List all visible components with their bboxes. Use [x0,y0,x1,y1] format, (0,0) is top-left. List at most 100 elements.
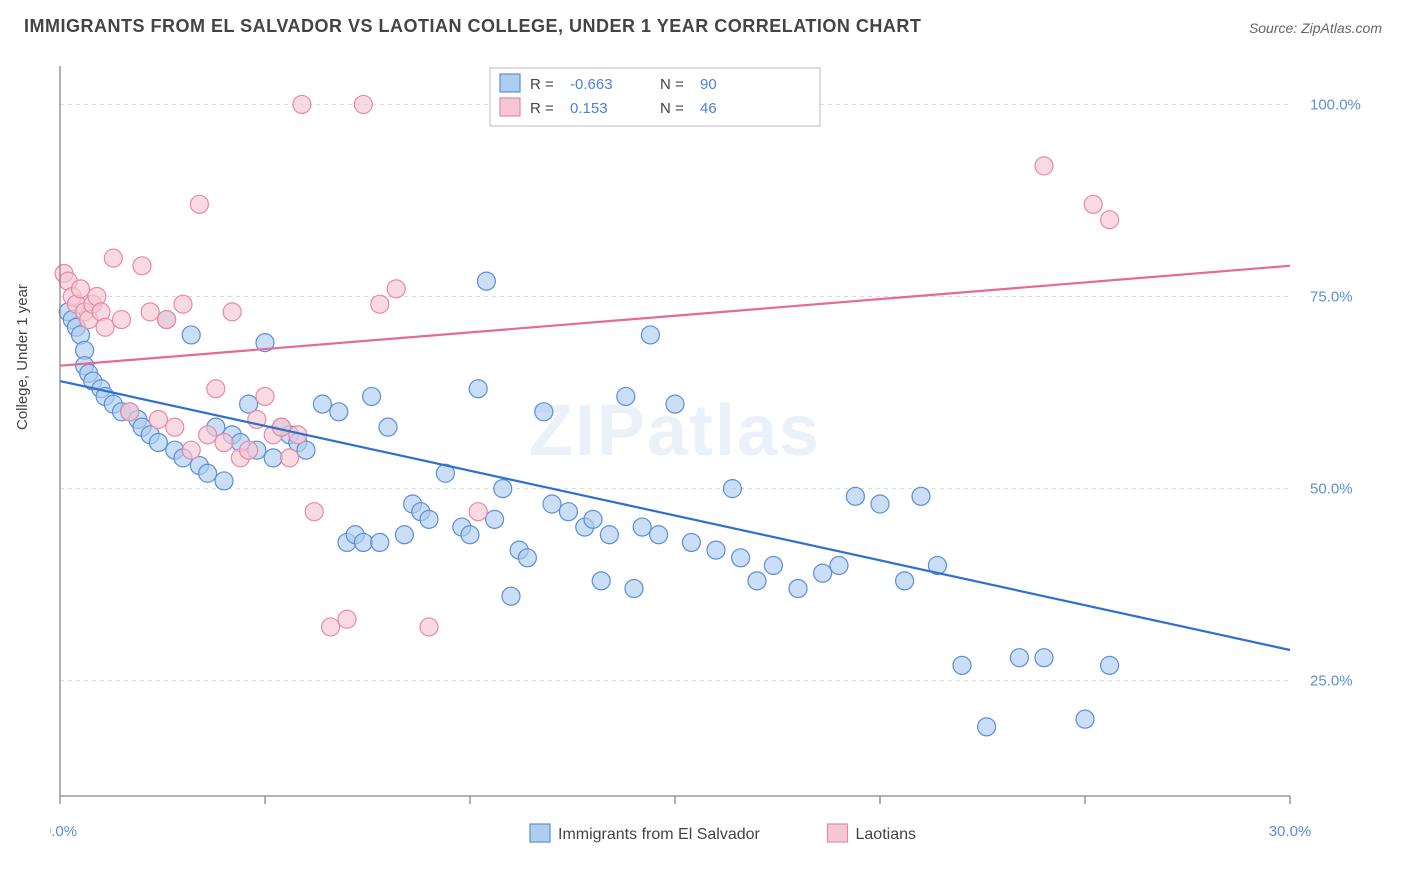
data-point [1101,656,1119,674]
legend-r-label: R = [530,100,554,117]
data-point [1010,649,1028,667]
data-point [559,503,577,521]
legend-bottom-swatch [828,824,848,842]
data-point [149,410,167,428]
data-point [535,403,553,421]
legend-bottom-label: Laotians [856,826,917,843]
data-point [584,510,602,528]
data-point [764,556,782,574]
data-point [641,326,659,344]
data-point [846,487,864,505]
data-point [354,95,372,113]
data-point [1035,157,1053,175]
legend-bottom-label: Immigrants from El Salvador [558,826,761,843]
source-name: ZipAtlas.com [1301,20,1382,36]
data-point [469,380,487,398]
data-point [420,510,438,528]
data-point [113,311,131,329]
data-point [666,395,684,413]
data-point [215,472,233,490]
data-point [313,395,331,413]
data-point [477,272,495,290]
legend-swatch [500,98,520,116]
data-point [543,495,561,513]
data-point [104,249,122,267]
data-point [371,533,389,551]
data-point [912,487,930,505]
data-point [354,533,372,551]
data-point [149,434,167,452]
data-point [363,387,381,405]
data-point [141,303,159,321]
data-point [1084,195,1102,213]
y-tick-label: 75.0% [1310,289,1353,306]
data-point [494,480,512,498]
data-point [182,441,200,459]
chart-area: 25.0%50.0%75.0%100.0%ZIPatlas0.0%30.0%R … [50,56,1370,846]
regression-line [60,266,1290,366]
data-point [486,510,504,528]
data-point [190,195,208,213]
data-point [379,418,397,436]
x-tick-label: 0.0% [50,823,77,840]
data-point [199,464,217,482]
y-tick-label: 100.0% [1310,96,1361,113]
data-point [322,618,340,636]
data-point [1101,211,1119,229]
y-tick-label: 25.0% [1310,673,1353,690]
scatter-chart-svg: 25.0%50.0%75.0%100.0%ZIPatlas0.0%30.0%R … [50,56,1370,846]
data-point [871,495,889,513]
data-point [707,541,725,559]
data-point [625,580,643,598]
data-point [502,587,520,605]
legend-swatch [500,74,520,92]
y-axis-label: College, Under 1 year [14,284,31,430]
data-point [158,311,176,329]
data-point [1035,649,1053,667]
data-point [592,572,610,590]
legend-r-label: R = [530,76,554,93]
data-point [814,564,832,582]
data-point [215,434,233,452]
data-point [978,718,996,736]
data-point [264,449,282,467]
data-point [256,387,274,405]
data-point [469,503,487,521]
data-point [121,403,139,421]
data-point [617,387,635,405]
data-point [461,526,479,544]
legend-n-label: N = [660,76,684,93]
data-point [223,303,241,321]
data-point [732,549,750,567]
legend-bottom-swatch [530,824,550,842]
data-point [96,318,114,336]
data-point [281,449,299,467]
data-point [330,403,348,421]
data-point [395,526,413,544]
source-label: Source: [1249,20,1297,36]
data-point [600,526,618,544]
data-point [293,95,311,113]
data-point [896,572,914,590]
data-point [953,656,971,674]
data-point [650,526,668,544]
data-point [748,572,766,590]
legend-n-value: 46 [700,100,717,117]
data-point [133,257,151,275]
legend-r-value: 0.153 [570,100,608,117]
data-point [305,503,323,521]
data-point [789,580,807,598]
chart-title: IMMIGRANTS FROM EL SALVADOR VS LAOTIAN C… [24,16,921,37]
data-point [723,480,741,498]
data-point [371,295,389,313]
y-tick-label: 50.0% [1310,481,1353,498]
data-point [199,426,217,444]
data-point [182,326,200,344]
data-point [387,280,405,298]
data-point [338,610,356,628]
data-point [518,549,536,567]
data-point [420,618,438,636]
data-point [633,518,651,536]
data-point [830,556,848,574]
source-attribution: Source: ZipAtlas.com [1249,20,1382,36]
